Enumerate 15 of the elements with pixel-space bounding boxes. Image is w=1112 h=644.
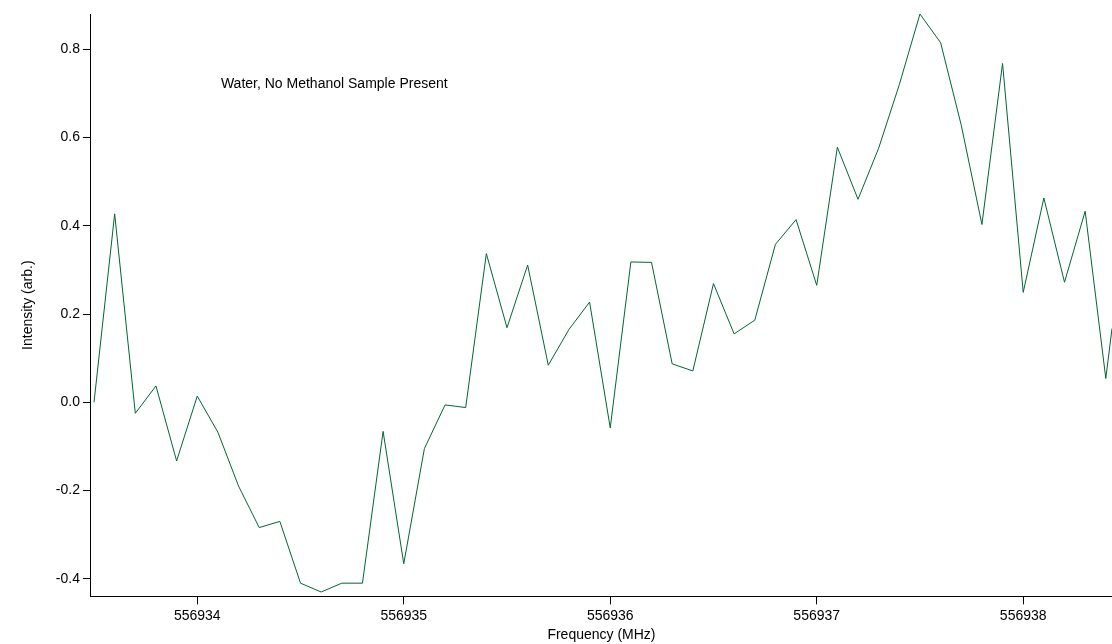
y-tick-label: -0.4 <box>55 569 81 586</box>
y-tick-label: 0.8 <box>60 40 81 57</box>
x-tick-label: 556935 <box>380 606 428 623</box>
x-tick-label: 556936 <box>586 606 634 623</box>
annotation: Water, No Methanol Sample Present <box>220 74 448 91</box>
x-tick-label: 556938 <box>999 606 1047 623</box>
y-tick-label: 0.0 <box>60 393 81 410</box>
x-tick-label: 556937 <box>793 606 841 623</box>
x-axis-title: Frequency (MHz) <box>547 626 656 643</box>
y-tick-label: 0.6 <box>60 128 81 145</box>
y-tick-label: -0.2 <box>55 481 81 498</box>
y-tick-label: 0.2 <box>60 304 81 321</box>
y-axis-title: Intensity (arb.) <box>19 260 36 350</box>
y-tick-label: 0.4 <box>60 216 81 233</box>
x-tick-label: 556934 <box>173 606 221 623</box>
